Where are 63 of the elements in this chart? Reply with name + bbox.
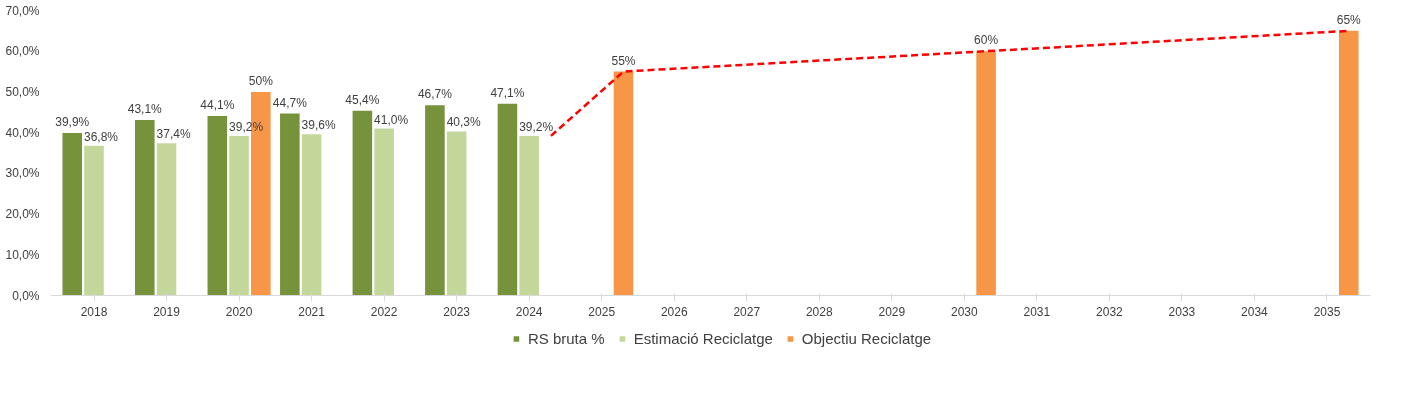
legend-label: Objectiu Reciclatge <box>801 329 932 347</box>
bar <box>134 120 155 296</box>
x-tick-label: 2035 <box>1313 304 1341 319</box>
data-label: 39,2% <box>519 119 554 134</box>
x-tick-label: 2022 <box>370 304 398 319</box>
legend-label: RS bruta % <box>527 329 605 347</box>
x-tick-label: 2028 <box>805 304 833 319</box>
x-tick-label: 2021 <box>298 304 326 319</box>
bar <box>229 135 249 296</box>
x-tick-label: 2024 <box>515 304 543 319</box>
x-tick-label: 2030 <box>951 304 979 319</box>
y-tick-label: 0,0% <box>12 288 40 303</box>
bar <box>156 143 177 296</box>
y-tick-label: 10,0% <box>5 247 40 262</box>
bar <box>374 128 394 296</box>
x-tick-label: 2026 <box>660 304 688 319</box>
data-label: 41,0% <box>374 112 409 127</box>
x-tick-label: 2033 <box>1168 304 1196 319</box>
data-label: 55% <box>611 53 636 68</box>
data-label: 37,4% <box>156 127 191 142</box>
x-tick-label: 2029 <box>878 304 906 319</box>
bar <box>301 134 322 296</box>
y-tick-label: 30,0% <box>5 166 40 181</box>
y-tick-label: 20,0% <box>5 207 40 222</box>
bar <box>519 135 539 296</box>
bar <box>352 110 373 296</box>
bar <box>62 133 83 296</box>
data-label: 44,1% <box>200 97 235 112</box>
bar <box>1338 30 1359 296</box>
data-label: 39,9% <box>55 115 90 130</box>
legend-label: Estimació Reciclatge <box>633 329 773 347</box>
bar <box>613 71 634 296</box>
data-label: 46,7% <box>417 87 453 102</box>
x-tick-label: 2025 <box>588 304 616 319</box>
bar <box>207 115 228 296</box>
bar <box>976 51 996 296</box>
data-label: 50% <box>248 73 274 88</box>
x-tick-label: 2034 <box>1241 304 1269 319</box>
data-label: 60% <box>974 33 999 48</box>
data-label: 40,3% <box>446 115 481 130</box>
y-tick-label: 70,0% <box>5 3 40 18</box>
bar <box>280 113 300 296</box>
data-label: 36,8% <box>84 129 119 144</box>
bar <box>446 131 467 296</box>
y-tick-label: 50,0% <box>5 84 40 99</box>
x-tick-label: 2018 <box>80 304 108 319</box>
data-label: 44,7% <box>272 95 308 110</box>
data-label: 43,1% <box>127 102 163 117</box>
bar <box>497 103 518 296</box>
x-tick-label: 2031 <box>1023 304 1051 319</box>
data-label: 65% <box>1336 12 1362 27</box>
x-tick-label: 2020 <box>225 304 253 319</box>
data-label: 47,1% <box>490 85 525 100</box>
y-tick-label: 40,0% <box>5 125 40 140</box>
data-label: 45,4% <box>345 92 380 107</box>
bar <box>425 105 445 296</box>
x-tick-label: 2019 <box>153 304 181 319</box>
x-tick-label: 2032 <box>1096 304 1124 319</box>
y-tick-label: 60,0% <box>5 44 40 59</box>
x-tick-label: 2027 <box>733 304 761 319</box>
bar <box>84 145 104 296</box>
x-tick-label: 2023 <box>443 304 471 319</box>
data-label: 39,6% <box>301 118 336 133</box>
